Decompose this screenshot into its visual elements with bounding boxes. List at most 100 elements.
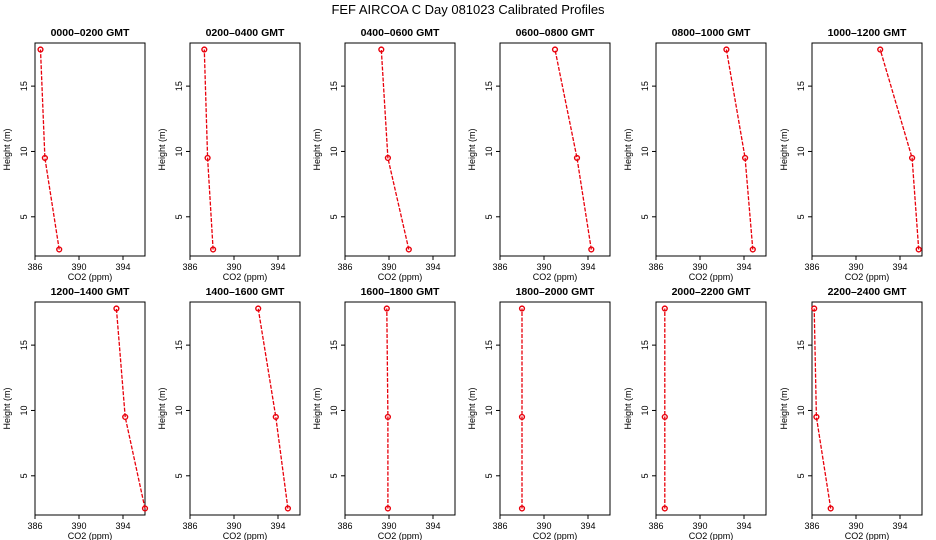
profile-line — [554, 49, 592, 250]
plot-frame — [189, 301, 301, 516]
y-tick-label: 5 — [640, 473, 650, 478]
y-tick-label: 10 — [640, 146, 650, 156]
x-tick-label: 386 — [337, 262, 352, 272]
plot-frame — [344, 42, 456, 257]
y-tick-label: 10 — [174, 405, 184, 415]
y-tick-label: 15 — [796, 81, 806, 91]
data-point — [518, 413, 526, 421]
y-axis-label: Height (m) — [779, 128, 789, 170]
y-tick-label: 5 — [484, 214, 494, 219]
x-axis-label: CO2 (ppm) — [689, 531, 734, 540]
y-tick-label: 10 — [329, 405, 339, 415]
x-axis-label: CO2 (ppm) — [223, 531, 268, 540]
y-tick-label: 15 — [484, 81, 494, 91]
y-tick-label: 15 — [19, 81, 29, 91]
data-point — [908, 154, 916, 162]
y-tick-label: 10 — [19, 146, 29, 156]
x-tick-label: 394 — [425, 262, 440, 272]
data-point — [384, 413, 392, 421]
x-tick-label: 390 — [226, 521, 241, 531]
x-axis-label: CO2 (ppm) — [845, 531, 890, 540]
y-tick-label: 5 — [174, 214, 184, 219]
y-tick-label: 10 — [640, 405, 650, 415]
data-point — [877, 46, 884, 53]
x-tick-label: 394 — [892, 521, 907, 531]
x-tick-label: 386 — [337, 521, 352, 531]
y-tick-label: 5 — [796, 214, 806, 219]
data-point — [122, 413, 129, 421]
data-point — [255, 305, 262, 312]
y-tick-label: 15 — [484, 340, 494, 350]
panel-title: 1800–2000 GMT — [516, 286, 595, 298]
x-tick-label: 390 — [848, 521, 863, 531]
y-axis-label: Height (m) — [312, 128, 322, 170]
data-point — [723, 46, 730, 53]
x-tick-label: 394 — [736, 262, 751, 272]
y-tick-label: 10 — [329, 146, 339, 156]
data-point — [518, 505, 526, 512]
x-tick-label: 386 — [27, 521, 42, 531]
x-tick-label: 386 — [182, 521, 197, 531]
y-axis-label: Height (m) — [467, 128, 477, 170]
data-point — [37, 46, 44, 53]
y-tick-label: 15 — [329, 340, 339, 350]
y-axis-label: Height (m) — [312, 387, 322, 429]
panel-title: 0600–0800 GMT — [516, 27, 595, 39]
data-point — [551, 46, 559, 53]
y-tick-label: 5 — [19, 473, 29, 478]
x-tick-label: 394 — [270, 521, 285, 531]
x-tick-label: 390 — [226, 262, 241, 272]
y-tick-label: 5 — [640, 214, 650, 219]
plot-frame — [655, 301, 767, 516]
y-axis-label: Height (m) — [2, 128, 12, 170]
y-tick-label: 15 — [640, 340, 650, 350]
x-axis-label: CO2 (ppm) — [533, 531, 578, 540]
x-tick-label: 390 — [71, 521, 86, 531]
plot-frame — [34, 42, 146, 257]
x-tick-label: 386 — [492, 262, 507, 272]
data-point — [661, 505, 668, 512]
panel-title: 1400–1600 GMT — [206, 286, 285, 298]
y-tick-label: 5 — [329, 214, 339, 219]
x-axis-label: CO2 (ppm) — [378, 531, 423, 540]
x-tick-label: 386 — [648, 262, 663, 272]
x-tick-label: 390 — [381, 521, 396, 531]
data-point — [378, 46, 385, 53]
panel-title: 0400–0600 GMT — [361, 27, 440, 39]
x-tick-label: 386 — [182, 262, 197, 272]
y-tick-label: 10 — [796, 405, 806, 415]
data-point — [56, 246, 63, 253]
x-tick-label: 394 — [892, 262, 907, 272]
plot-frame — [811, 42, 923, 257]
data-point — [573, 154, 581, 162]
panel-title: 2000–2200 GMT — [672, 286, 751, 298]
profile-line — [725, 49, 754, 250]
data-point — [405, 246, 412, 253]
data-point — [113, 305, 120, 312]
y-axis-label: Height (m) — [779, 387, 789, 429]
y-axis-label: Height (m) — [467, 387, 477, 429]
x-axis-label: CO2 (ppm) — [845, 272, 890, 282]
x-tick-label: 386 — [492, 521, 507, 531]
x-tick-label: 386 — [804, 521, 819, 531]
data-point — [588, 246, 595, 253]
data-point — [204, 154, 211, 162]
plot-frame — [811, 301, 923, 516]
profile-line — [380, 49, 410, 250]
y-tick-label: 15 — [796, 340, 806, 350]
panel-title: 2200–2400 GMT — [828, 286, 907, 298]
x-tick-label: 386 — [27, 262, 42, 272]
x-tick-label: 390 — [692, 521, 707, 531]
data-point — [201, 46, 208, 53]
